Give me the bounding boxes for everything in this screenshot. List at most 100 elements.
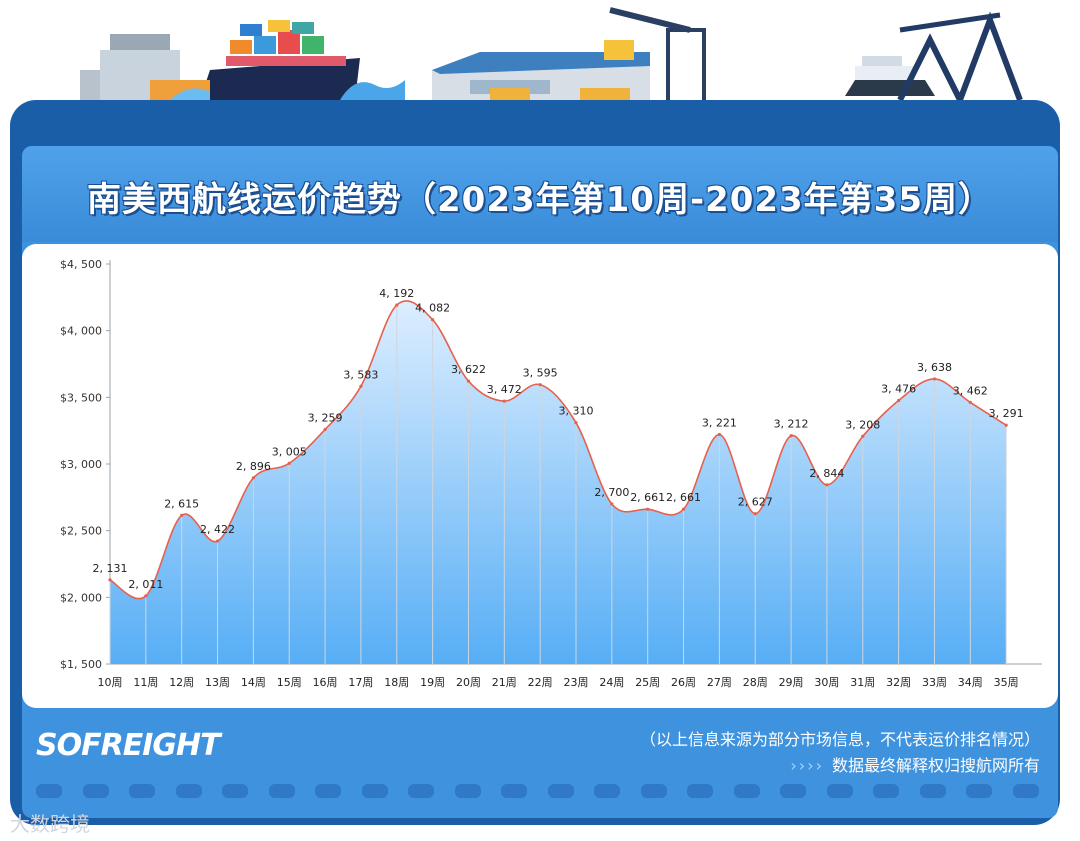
series-area <box>110 300 1007 664</box>
y-tick-label: $4, 000 <box>60 325 102 338</box>
data-point <box>215 539 220 543</box>
x-tick-label: 24周 <box>599 676 624 689</box>
data-label: 3, 583 <box>343 368 378 381</box>
data-label: 2, 422 <box>200 523 235 536</box>
warehouse-icon <box>432 52 650 100</box>
binder-tab <box>222 784 248 798</box>
y-tick-label: $3, 500 <box>60 391 102 404</box>
binder-tab <box>826 784 853 798</box>
binder-tab <box>361 784 388 798</box>
x-tick-label: 35周 <box>994 676 1019 689</box>
data-label: 3, 462 <box>953 384 988 397</box>
x-tick-label: 12周 <box>169 676 194 689</box>
binder-tab <box>733 784 760 798</box>
x-tick-label: 28周 <box>743 676 768 689</box>
data-point <box>466 379 471 383</box>
data-point <box>144 594 148 598</box>
data-label: 3, 221 <box>702 417 737 430</box>
binder-tab <box>873 784 899 798</box>
data-point <box>646 507 650 511</box>
x-tick-label: 18周 <box>384 676 409 689</box>
data-point <box>108 578 112 582</box>
rights-text: 数据最终解释权归搜航网所有 <box>831 756 1040 775</box>
binder-tab <box>966 784 992 798</box>
data-point <box>395 303 399 307</box>
chart-title: 南美西航线运价趋势（2023年第10周-2023年第35周） <box>87 180 993 220</box>
y-tick-label: $1, 500 <box>60 658 102 671</box>
data-label: 2, 627 <box>738 496 773 509</box>
binder-tab <box>687 784 713 798</box>
binder-tab <box>780 784 806 798</box>
cargo-ship-icon <box>200 20 360 100</box>
x-tick-label: 17周 <box>348 676 373 689</box>
data-point <box>717 432 721 437</box>
x-tick-label: 25周 <box>635 676 660 689</box>
brand-logo: SOFREIGHT <box>36 728 221 763</box>
data-point <box>1004 423 1008 427</box>
data-point <box>681 507 686 511</box>
data-point <box>861 434 865 438</box>
data-point <box>897 398 901 403</box>
x-tick-label: 31周 <box>850 676 875 689</box>
data-label: 2, 661 <box>630 491 665 504</box>
binder-tab <box>175 784 202 798</box>
x-tick-label: 33周 <box>922 676 947 689</box>
data-point <box>968 400 972 404</box>
data-point <box>789 434 793 438</box>
rights-note: ›››› 数据最终解释权归搜航网所有 <box>790 752 1040 776</box>
binder-tab <box>268 784 295 798</box>
binder-tab <box>594 784 620 798</box>
data-point <box>610 502 614 506</box>
binder-tab <box>640 784 667 798</box>
binder-tab <box>129 784 155 798</box>
x-tick-label: 34周 <box>958 676 983 689</box>
data-point <box>251 476 255 480</box>
wave-icon <box>170 80 405 100</box>
binder-tabs <box>22 784 1058 808</box>
port-scene-illustration <box>80 7 1023 112</box>
data-point <box>359 384 363 388</box>
data-label: 2, 615 <box>164 497 199 510</box>
x-tick-label: 15周 <box>277 676 302 689</box>
data-point <box>932 377 937 381</box>
data-label: 3, 472 <box>487 383 522 396</box>
data-point <box>574 421 578 425</box>
data-label: 3, 208 <box>845 418 880 431</box>
x-tick-label: 16周 <box>313 676 338 689</box>
x-tick-label: 22周 <box>528 676 553 689</box>
y-tick-label: $2, 500 <box>60 525 102 538</box>
data-label: 3, 259 <box>308 411 343 424</box>
y-tick-label: $4, 500 <box>60 258 102 271</box>
x-tick-label: 26周 <box>671 676 696 689</box>
y-tick-label: $3, 000 <box>60 458 102 471</box>
x-tick-label: 11周 <box>133 676 158 689</box>
data-label: 3, 622 <box>451 363 486 376</box>
data-label: 4, 192 <box>379 287 414 300</box>
chevrons-icon: ›››› <box>790 756 824 775</box>
data-point <box>431 318 435 322</box>
right-crane-icon <box>897 11 1023 102</box>
data-label: 3, 212 <box>774 418 809 431</box>
binder-tab <box>547 784 574 798</box>
cruise-ship-icon <box>845 56 935 96</box>
x-tick-label: 19周 <box>420 676 445 689</box>
plot-card: $1, 500 $2, 000 $2, 500 $3, 000 $3, 500 $4, 0… <box>22 244 1058 708</box>
data-label: 3, 291 <box>989 407 1024 420</box>
x-tick-label: 29周 <box>779 676 804 689</box>
binder-tab <box>408 784 434 798</box>
data-point <box>825 483 829 487</box>
data-label: 4, 082 <box>415 302 450 315</box>
data-point <box>180 513 184 517</box>
binder-tab <box>454 784 481 798</box>
data-label: 3, 638 <box>917 361 952 374</box>
x-tick-label: 20周 <box>456 676 481 689</box>
disclaimer-note: （以上信息来源为部分市场信息，不代表运价排名情况） <box>639 730 1040 749</box>
source-watermark: 大数跨境 <box>10 812 90 836</box>
data-point <box>287 461 291 465</box>
x-tick-label: 32周 <box>886 676 911 689</box>
data-label: 2, 896 <box>236 460 271 473</box>
data-label: 3, 310 <box>559 405 594 418</box>
data-label: 3, 005 <box>272 445 307 458</box>
x-tick-label: 30周 <box>814 676 839 689</box>
binder-tab <box>501 784 527 798</box>
